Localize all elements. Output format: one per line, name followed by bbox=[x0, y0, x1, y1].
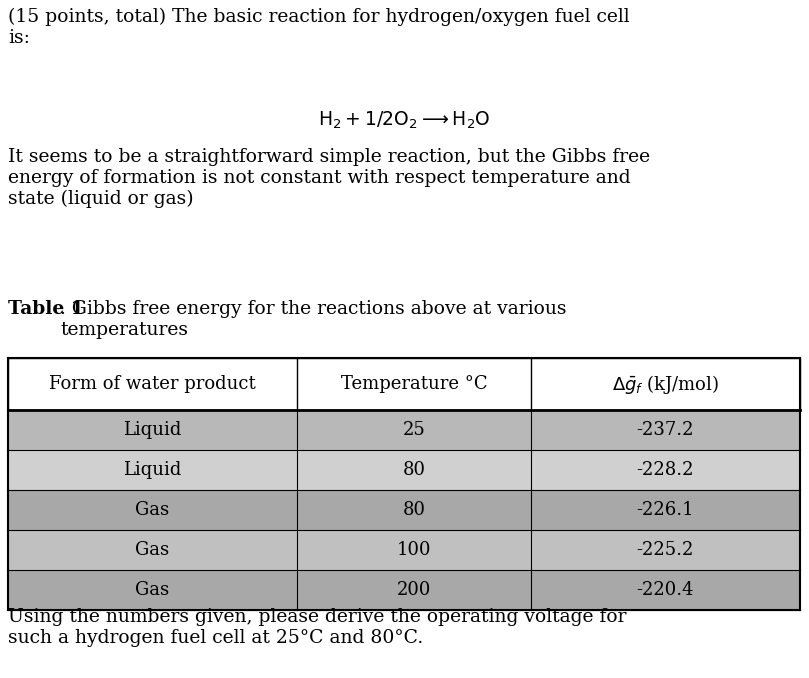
Text: -220.4: -220.4 bbox=[637, 581, 694, 599]
Text: . Gibbs free energy for the reactions above at various
temperatures: . Gibbs free energy for the reactions ab… bbox=[60, 300, 566, 339]
Text: Gas: Gas bbox=[135, 501, 170, 519]
Text: Temperature °C: Temperature °C bbox=[341, 375, 487, 393]
Text: 25: 25 bbox=[403, 421, 426, 439]
Text: Gas: Gas bbox=[135, 581, 170, 599]
Text: Form of water product: Form of water product bbox=[49, 375, 256, 393]
Bar bbox=[8, 490, 800, 530]
Bar bbox=[8, 450, 800, 490]
Text: 200: 200 bbox=[396, 581, 431, 599]
Text: -237.2: -237.2 bbox=[637, 421, 694, 439]
Text: 80: 80 bbox=[402, 501, 426, 519]
Text: (15 points, total) The basic reaction for hydrogen/oxygen fuel cell
is:: (15 points, total) The basic reaction fo… bbox=[8, 8, 629, 47]
Text: $\mathrm{H_2 + 1/2O_2 \longrightarrow H_2O}$: $\mathrm{H_2 + 1/2O_2 \longrightarrow H_… bbox=[318, 110, 491, 132]
Text: 80: 80 bbox=[402, 461, 426, 479]
Bar bbox=[8, 358, 800, 410]
Bar bbox=[8, 530, 800, 570]
Bar bbox=[8, 410, 800, 450]
Text: $\Delta\bar{g}_f$ (kJ/mol): $\Delta\bar{g}_f$ (kJ/mol) bbox=[612, 372, 719, 395]
Text: -226.1: -226.1 bbox=[637, 501, 694, 519]
Text: -228.2: -228.2 bbox=[637, 461, 694, 479]
Text: Liquid: Liquid bbox=[123, 461, 182, 479]
Text: -225.2: -225.2 bbox=[637, 541, 694, 559]
Text: Table 1: Table 1 bbox=[8, 300, 84, 318]
Text: It seems to be a straightforward simple reaction, but the Gibbs free
energy of f: It seems to be a straightforward simple … bbox=[8, 148, 650, 208]
Text: Using the numbers given, please derive the operating voltage for
such a hydrogen: Using the numbers given, please derive t… bbox=[8, 608, 626, 647]
Text: Gas: Gas bbox=[135, 541, 170, 559]
Text: 100: 100 bbox=[396, 541, 431, 559]
Text: Liquid: Liquid bbox=[123, 421, 182, 439]
Bar bbox=[8, 570, 800, 610]
